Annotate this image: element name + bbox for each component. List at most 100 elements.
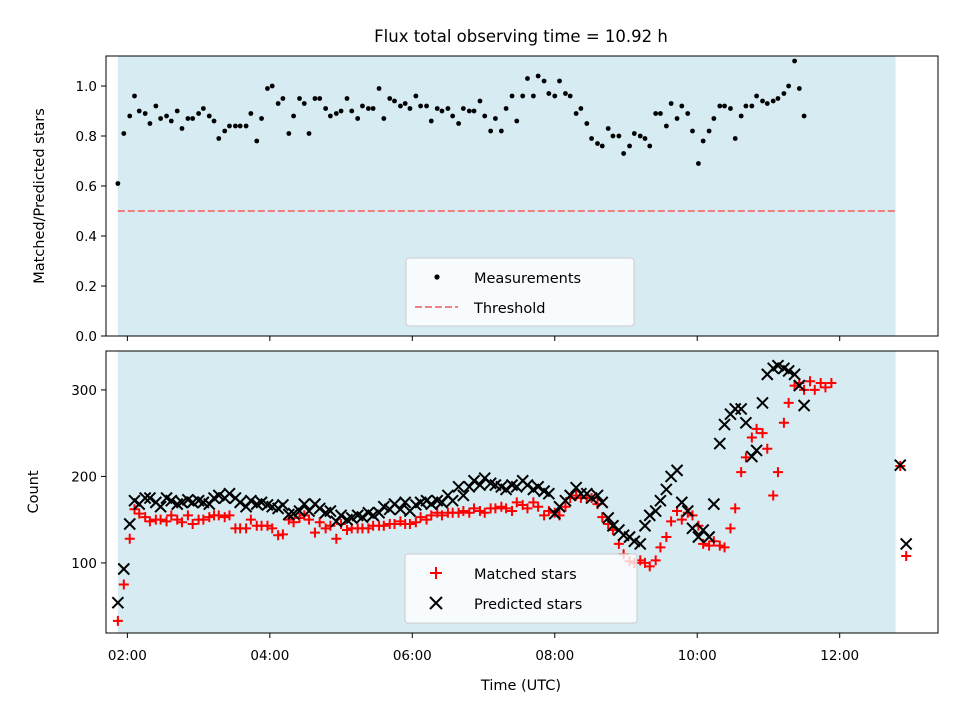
measurement-point — [493, 116, 498, 121]
measurement-point — [297, 96, 302, 101]
predicted-star-point — [634, 537, 647, 551]
predicted-star-point — [165, 494, 178, 507]
measurement-point — [781, 91, 787, 96]
x-tick-label: 10:00 — [678, 648, 717, 664]
measurement-point — [578, 106, 584, 111]
legend-threshold-label: Threshold — [473, 301, 545, 317]
measurement-point — [642, 136, 648, 141]
matched-star-point — [124, 533, 135, 544]
matched-star-point — [118, 579, 129, 590]
measurement-point — [525, 76, 530, 81]
predicted-star-point — [707, 497, 721, 511]
predicted-star-point — [681, 504, 694, 518]
measurement-point — [398, 103, 403, 109]
predicted-star-point — [446, 494, 459, 507]
measurement-point — [174, 108, 180, 114]
y-tick-label: 0.4 — [76, 229, 97, 245]
matched-star-point — [474, 506, 485, 517]
measurement-point — [121, 131, 127, 136]
measurement-point — [477, 98, 483, 104]
measurement-point — [706, 128, 712, 134]
y-tick-label: 0.6 — [76, 179, 97, 195]
measurement-point — [760, 98, 765, 104]
matched-star-point — [805, 376, 816, 387]
top-y-axis-label: Matched/Predicted stars — [32, 108, 48, 284]
legend-matched-marker — [430, 567, 442, 579]
predicted-star-point — [542, 487, 556, 500]
y-tick-label: 1.0 — [76, 79, 97, 95]
matched-star-point — [826, 378, 837, 389]
y-tick-label: 0.0 — [76, 329, 97, 345]
measurement-point — [360, 103, 365, 109]
measurement-point — [434, 106, 440, 111]
measurement-point — [466, 108, 472, 114]
predicted-star-point — [282, 508, 296, 521]
legend-predicted-label: Predicted stars — [474, 597, 582, 613]
measurement-point — [269, 83, 275, 89]
measurement-point — [700, 138, 706, 144]
matched-star-point — [314, 517, 325, 528]
matched-star-point — [436, 510, 447, 521]
predicted-star-point — [398, 496, 412, 509]
matched-star-point — [204, 512, 215, 523]
predicted-star-point — [138, 491, 152, 505]
y-tick-label: 0.2 — [76, 279, 97, 295]
measurement-point — [610, 133, 616, 139]
measurement-point — [206, 113, 212, 119]
measurement-point — [471, 108, 477, 114]
predicted-star-point — [223, 487, 236, 500]
matched-star-point — [404, 519, 415, 530]
measurement-point — [796, 86, 802, 91]
measurement-point — [770, 98, 776, 104]
matched-star-point — [655, 542, 666, 553]
matched-star-point — [644, 561, 655, 572]
predicted-star-point — [718, 418, 731, 431]
measurement-point — [792, 58, 797, 64]
matched-star-point — [331, 533, 342, 544]
predicted-star-point — [425, 497, 438, 511]
measurement-point — [503, 106, 509, 111]
measurement-point — [275, 101, 281, 106]
y-tick-label: 300 — [71, 383, 97, 399]
predicted-star-point — [521, 478, 534, 492]
predicted-star-point — [298, 497, 311, 511]
measurement-point — [216, 136, 222, 141]
matched-star-point — [740, 452, 751, 463]
matched-star-point — [224, 510, 235, 521]
matched-star-point — [426, 510, 437, 521]
measurement-point — [679, 103, 685, 109]
matched-star-point — [507, 506, 518, 517]
predicted-star-point — [670, 464, 684, 477]
measurement-point — [418, 103, 424, 109]
predicted-star-point — [117, 562, 131, 576]
matched-star-point — [768, 490, 779, 501]
predicted-star-point — [123, 517, 136, 531]
matched-star-point — [213, 510, 224, 521]
measurement-point — [764, 101, 770, 106]
predicted-star-point — [899, 537, 913, 551]
measurement-point — [323, 106, 329, 111]
y-tick-label: 0.8 — [76, 129, 97, 145]
measurement-point — [557, 78, 562, 84]
predicted-star-point — [894, 458, 907, 472]
measurement-point — [631, 131, 637, 136]
predicted-star-point — [675, 496, 689, 509]
measurement-point — [254, 138, 260, 144]
predicted-star-point — [313, 502, 326, 515]
measurement-point — [317, 96, 323, 101]
measurement-point — [616, 133, 622, 139]
x-axis-label: Time (UTC) — [480, 678, 561, 694]
measurement-point — [142, 111, 148, 116]
measurement-point — [222, 128, 228, 134]
measurement-point — [439, 108, 445, 114]
bottom-x-ticks: 02:00 04:00 06:00 08:00 10:00 12:00 — [108, 633, 859, 664]
x-tick-label: 02:00 — [108, 648, 147, 664]
measurement-point — [801, 113, 807, 119]
measurement-point — [460, 106, 466, 111]
matched-star-point — [389, 519, 400, 530]
measurement-point — [738, 113, 744, 119]
predicted-star-point — [793, 379, 806, 392]
bottom-y-axis-label: Count — [26, 470, 42, 513]
measurement-point — [147, 121, 153, 126]
measurement-point — [445, 106, 451, 111]
